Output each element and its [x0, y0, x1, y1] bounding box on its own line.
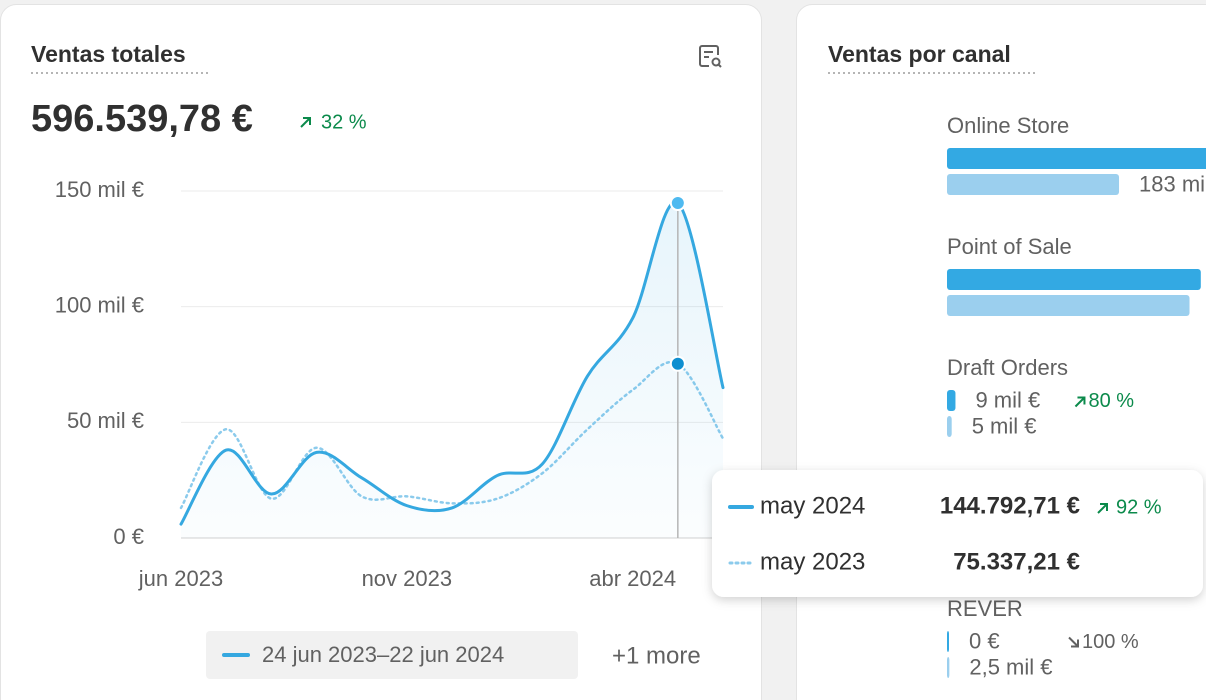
bar-value: 5 mil €: [972, 413, 1037, 438]
bar: [947, 631, 949, 652]
bar-change: 100 %: [1082, 631, 1139, 653]
bar-change: 80 %: [1088, 390, 1134, 412]
y-tick-label: 50 mil €: [67, 408, 144, 433]
more-button[interactable]: +1 more: [612, 642, 701, 669]
sales-chart: 0 € 50 mil € 100 mil € 150 mil € jun 2023 nov…: [55, 177, 725, 591]
channel-label: Online Store: [947, 113, 1069, 138]
bar-value: 0 €: [969, 628, 1000, 653]
up-arrow: [1074, 396, 1086, 408]
tooltip-box: [712, 470, 1203, 597]
bar: [947, 148, 1206, 169]
x-tick-label: jun 2023: [138, 566, 223, 591]
up-arrow: [1097, 503, 1108, 514]
channel-chart: Ventas por canal Online Store 183 mil € Po…: [828, 41, 1206, 679]
change: 32 %: [321, 111, 367, 133]
hover-point: [669, 355, 686, 372]
legend-box[interactable]: [206, 631, 578, 679]
tooltip-change: 92 %: [1116, 496, 1162, 518]
tooltip-label: may 2023: [760, 548, 865, 575]
legend-label: 24 jun 2023–22 jun 2024: [262, 642, 504, 667]
y-tick-label: 150 mil €: [55, 177, 144, 202]
card-title: Ventas por canal: [828, 41, 1011, 67]
channel-label: Draft Orders: [947, 355, 1068, 380]
bar: [947, 390, 956, 411]
bar: [947, 657, 950, 678]
bar-value: 9 mil €: [975, 387, 1040, 412]
bar: [947, 416, 952, 437]
channel-label: REVER: [947, 596, 1023, 621]
series-line: [179, 200, 725, 526]
up-arrow: [300, 117, 311, 128]
channel-label: Point of Sale: [947, 234, 1072, 259]
tooltip-value: 75.337,21 €: [953, 548, 1080, 575]
card-title: Ventas totales: [31, 41, 186, 67]
bar: [947, 174, 1120, 195]
x-tick-label: abr 2024: [589, 566, 676, 591]
down-arrow: [1068, 636, 1079, 648]
tooltip-label: may 2024: [760, 492, 865, 519]
bar: [947, 295, 1190, 316]
area: [181, 202, 723, 538]
bar-value: 183 mil €: [1139, 171, 1206, 196]
x-tick-label: nov 2023: [362, 566, 453, 591]
y-tick-label: 100 mil €: [55, 292, 144, 317]
hover-point: [669, 195, 686, 212]
y-tick-label: 0 €: [113, 524, 144, 549]
bar: [947, 269, 1201, 290]
tooltip: [712, 470, 1203, 597]
explore-icon[interactable]: [699, 45, 722, 68]
tooltip-value: 144.792,71 €: [940, 492, 1080, 519]
bar-value: 2,5 mil €: [969, 654, 1052, 679]
total-sales: 596.539,78 €: [31, 98, 253, 140]
